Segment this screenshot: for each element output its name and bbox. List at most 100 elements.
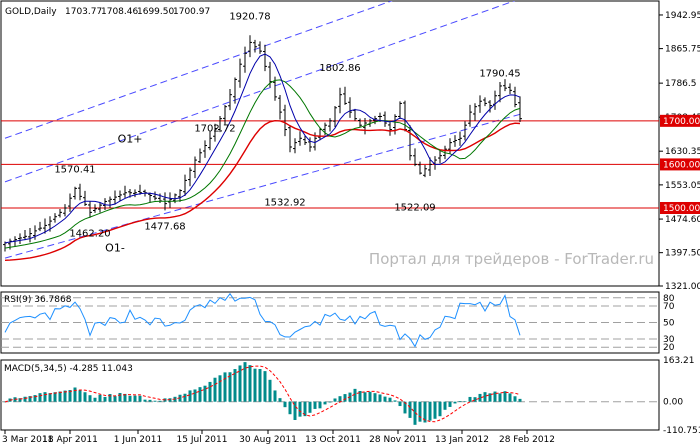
x-tick-label: 13 Jan 2012 [435, 435, 489, 445]
price-bar [183, 174, 187, 197]
price-bar [238, 58, 242, 88]
macd-bar [353, 388, 357, 402]
price-bar [413, 148, 417, 167]
macd-bar [313, 401, 317, 409]
price-bar [148, 192, 152, 203]
price-annotation: 1920.78 [229, 12, 270, 23]
price-bar [333, 105, 337, 128]
price-bar [33, 225, 37, 240]
macd-bar [153, 400, 157, 402]
macd-bar [408, 401, 412, 418]
price-bar [263, 44, 267, 72]
ohlc-high: 1708.46 [101, 7, 138, 17]
macd-bar [428, 401, 432, 421]
macd-bar [63, 390, 67, 402]
macd-bar [403, 401, 407, 414]
level-tag-label: 1500.00 [663, 204, 700, 214]
price-bar [478, 95, 482, 113]
price-bar [463, 121, 467, 141]
macd-bar [283, 401, 287, 408]
macd-bar [413, 401, 417, 425]
price-bar [233, 77, 237, 104]
ma-slow-line [4, 119, 521, 261]
ohlc-close: 1700.97 [173, 7, 210, 17]
price-bar [123, 185, 127, 198]
channel-label: O1+ [118, 133, 143, 146]
price-bar [243, 46, 247, 73]
macd-signal-line [4, 365, 521, 423]
macd-bar [418, 401, 422, 422]
price-bar [468, 104, 472, 127]
y-tick-label: 1942.95 [665, 11, 700, 21]
price-bar [63, 204, 67, 217]
level-tag-label: 1700.00 [663, 117, 700, 127]
level-tag [660, 114, 700, 127]
watermark: Портал для трейдеров - ForTrader.ru [369, 250, 654, 268]
macd-bar [183, 393, 187, 402]
price-bar [133, 189, 137, 198]
price-bar [408, 125, 412, 161]
macd-tick-label: -110.751 [663, 426, 700, 436]
price-bar [458, 131, 462, 146]
price-bar [93, 204, 97, 213]
macd-bar [453, 401, 457, 404]
macd-bar [193, 389, 197, 402]
price-bar [78, 183, 82, 201]
y-tick-label: 1553.05 [665, 181, 700, 191]
price-bar [248, 35, 252, 58]
price-annotation: 1802.86 [319, 63, 360, 74]
macd-bar [43, 392, 47, 402]
macd-bar [253, 368, 257, 402]
price-bar [178, 189, 182, 202]
macd-bar [38, 393, 42, 402]
macd-bar [483, 392, 487, 402]
macd-bar [288, 401, 292, 415]
ma-mid-line [4, 79, 521, 249]
macd-bar [378, 394, 382, 402]
macd-bar [203, 385, 207, 402]
price-bar [23, 230, 27, 241]
macd-bar [473, 397, 477, 402]
macd-bar [233, 369, 237, 402]
price-bar [518, 96, 522, 123]
price-bar [358, 118, 362, 128]
price-bar [388, 122, 392, 136]
x-tick-label: 1 Jun 2011 [114, 435, 162, 445]
x-tick-label: 30 Aug 2011 [239, 435, 297, 445]
macd-bar [68, 390, 72, 402]
macd-bar [373, 393, 377, 402]
macd-bar [208, 381, 212, 402]
macd-bar [273, 390, 277, 402]
price-bar [113, 190, 117, 205]
price-bar [138, 184, 142, 195]
rsi-tick-label: 50 [663, 319, 675, 329]
price-bar [488, 100, 492, 113]
price-bar [303, 135, 307, 145]
price-bar [348, 97, 352, 118]
macd-bar [73, 387, 77, 402]
price-bar [98, 202, 102, 213]
macd-bar [128, 395, 132, 402]
macd-bar [58, 391, 62, 402]
price-bar [498, 81, 502, 103]
channel-line-middle [4, 1, 516, 183]
macd-bar [308, 401, 312, 413]
macd-bar [198, 387, 202, 402]
price-bar [298, 131, 302, 146]
macd-bar [338, 396, 342, 402]
macd-bar [113, 396, 117, 402]
macd-bar [148, 399, 152, 402]
level-tag [660, 201, 700, 214]
price-bar [508, 83, 512, 95]
macd-bar [513, 396, 517, 402]
macd-bar [243, 362, 247, 402]
macd-tick-label: 0.00 [663, 398, 683, 408]
rsi-tick-label: 80 [663, 294, 675, 304]
price-bar [343, 86, 347, 105]
x-tick-label: 18 Apr 2011 [42, 435, 98, 445]
rsi-tick-label: 70 [663, 302, 675, 312]
macd-bar [83, 392, 87, 402]
price-bar [383, 111, 387, 127]
y-tick-label: 1865.75 [665, 45, 700, 55]
